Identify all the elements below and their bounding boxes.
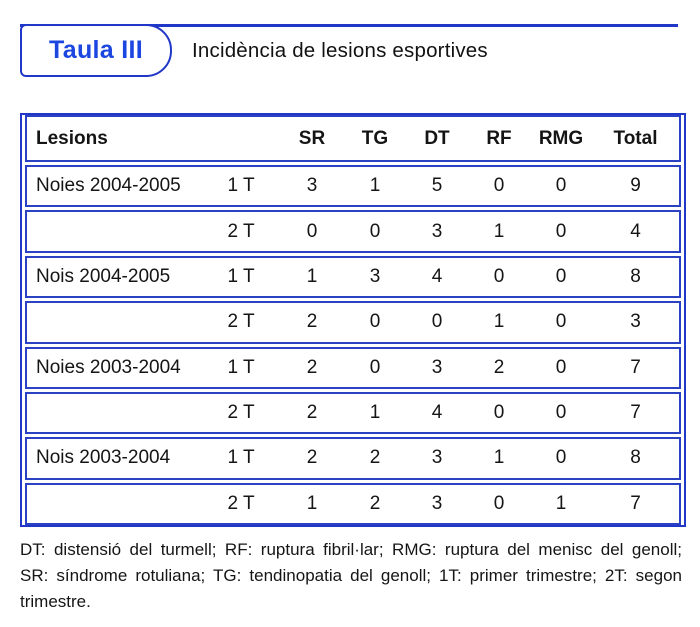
cell-dt: 0 (431, 311, 443, 333)
row-trimester-label: 2 T (227, 492, 255, 514)
cell-tg: 0 (369, 311, 381, 333)
row-trimester-label: 1 T (227, 265, 255, 287)
cell-total: 8 (630, 447, 641, 469)
table-row: 2 T 2 0 0 1 0 3 (25, 301, 681, 344)
column-header-rmg: RMG (538, 127, 584, 149)
cell-total: 9 (630, 175, 641, 197)
cell-sr: 3 (306, 175, 318, 197)
cell-tg: 0 (369, 220, 381, 242)
cell-rf: 1 (493, 220, 505, 242)
cell-dt: 5 (431, 175, 443, 197)
cell-sr: 2 (306, 356, 318, 378)
cell-tg: 0 (369, 356, 381, 378)
table-header-row: Lesions SR TG DT RF RMG Total (25, 115, 681, 162)
cell-rf: 2 (493, 356, 505, 378)
row-trimester-label: 1 T (227, 356, 255, 378)
row-trimester-label: 2 T (227, 220, 255, 242)
row-group-label: Noies 2003-2004 (36, 356, 181, 378)
cell-tg: 1 (369, 402, 381, 424)
column-header-tg: TG (361, 127, 389, 149)
cell-dt: 3 (431, 492, 443, 514)
cell-rf: 1 (493, 311, 505, 333)
cell-sr: 2 (306, 311, 318, 333)
cell-total: 7 (630, 492, 641, 514)
table-number-label: Taula III (49, 36, 143, 64)
cell-tg: 3 (369, 265, 381, 287)
cell-tg: 2 (369, 447, 381, 469)
cell-rf: 0 (493, 265, 505, 287)
column-header-sr: SR (298, 127, 326, 149)
row-group-label: Noies 2004-2005 (36, 175, 181, 197)
cell-rmg: 0 (555, 447, 567, 469)
table-row: Noies 2004-2005 1 T 3 1 5 0 0 9 (25, 165, 681, 208)
column-header-dt: DT (424, 127, 450, 149)
footnote-line: DT: distensió del turmell; RF: ruptura f… (20, 540, 682, 559)
table-row: 2 T 2 1 4 0 0 7 (25, 391, 681, 435)
cell-dt: 4 (431, 402, 443, 424)
cell-rmg: 0 (555, 175, 567, 197)
column-header-total: Total (613, 127, 658, 149)
cell-total: 3 (630, 311, 641, 333)
table-row: 2 T 0 0 3 1 0 4 (25, 210, 681, 253)
cell-total: 7 (630, 402, 641, 424)
footnote-line: trimestre. (20, 592, 91, 611)
row-group-label: Nois 2004-2005 (36, 265, 171, 287)
cell-dt: 3 (431, 447, 443, 469)
cell-sr: 1 (306, 265, 318, 287)
footnote: DT: distensió del turmell; RF: ruptura f… (20, 537, 682, 615)
row-trimester-label: 1 T (227, 175, 255, 197)
row-group-label: Nois 2003-2004 (36, 447, 171, 469)
row-trimester-label: 1 T (227, 447, 255, 469)
cell-rmg: 0 (555, 402, 567, 424)
cell-dt: 3 (431, 356, 443, 378)
table-number-badge: Taula III (20, 24, 172, 77)
row-trimester-label: 2 T (227, 311, 255, 333)
cell-dt: 4 (431, 265, 443, 287)
cell-tg: 2 (369, 492, 381, 514)
cell-sr: 1 (306, 492, 318, 514)
cell-rf: 1 (493, 447, 505, 469)
cell-total: 8 (630, 265, 641, 287)
cell-tg: 1 (369, 175, 381, 197)
table-title: Incidència de lesions esportives (192, 38, 488, 62)
cell-rmg: 0 (555, 220, 567, 242)
table-row: Nois 2004-2005 1 T 1 3 4 0 0 8 (25, 255, 681, 299)
cell-rf: 0 (493, 402, 505, 424)
cell-sr: 2 (306, 447, 318, 469)
cell-sr: 0 (306, 220, 318, 242)
cell-dt: 3 (431, 220, 443, 242)
lesions-table: Lesions SR TG DT RF RMG Total Noies 2004… (20, 113, 686, 527)
cell-rf: 0 (493, 175, 505, 197)
column-header-rf: RF (486, 127, 512, 149)
cell-rmg: 0 (555, 311, 567, 333)
table-row: Nois 2003-2004 1 T 2 2 3 1 0 8 (25, 437, 681, 480)
column-header-lesions: Lesions (36, 127, 108, 149)
cell-rmg: 0 (555, 265, 567, 287)
cell-rmg: 1 (555, 492, 567, 514)
header-rule (20, 24, 678, 27)
cell-total: 7 (630, 356, 641, 378)
row-trimester-label: 2 T (227, 402, 255, 424)
footnote-line: SR: síndrome rotuliana; TG: tendinopatia… (20, 566, 682, 585)
cell-rf: 0 (493, 492, 505, 514)
cell-rmg: 0 (555, 356, 567, 378)
cell-sr: 2 (306, 402, 318, 424)
table-row: Noies 2003-2004 1 T 2 0 3 2 0 7 (25, 346, 681, 389)
cell-total: 4 (630, 220, 641, 242)
table-row: 2 T 1 2 3 0 1 7 (25, 482, 681, 525)
